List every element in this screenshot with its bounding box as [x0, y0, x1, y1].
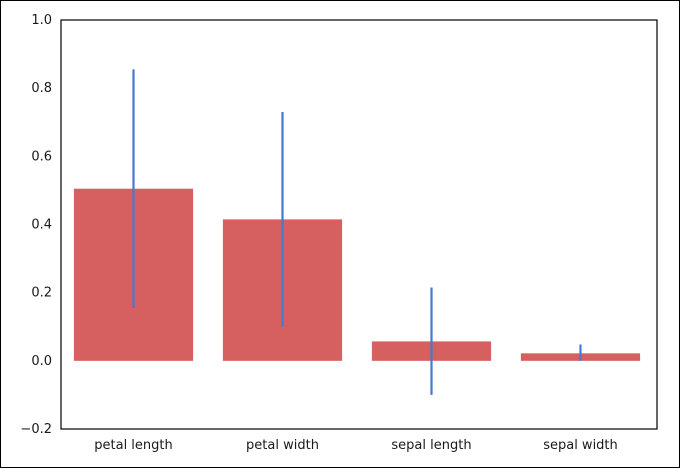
- y-tick-label: −0.2: [20, 422, 52, 437]
- y-tick-label: 0.8: [31, 81, 52, 96]
- plot-area: [60, 19, 658, 430]
- y-tick-label: 0.6: [31, 149, 52, 164]
- x-tick-label: petal length: [94, 438, 173, 453]
- y-tick-label: 0.2: [31, 286, 52, 301]
- x-tick-label: sepal width: [543, 438, 618, 453]
- y-tick-label: 0.0: [31, 354, 52, 369]
- x-tick-label: sepal length: [391, 438, 471, 453]
- x-tick-label: petal width: [246, 438, 319, 453]
- y-tick-label: 0.4: [31, 218, 52, 233]
- y-tick-label: 1.0: [31, 13, 52, 28]
